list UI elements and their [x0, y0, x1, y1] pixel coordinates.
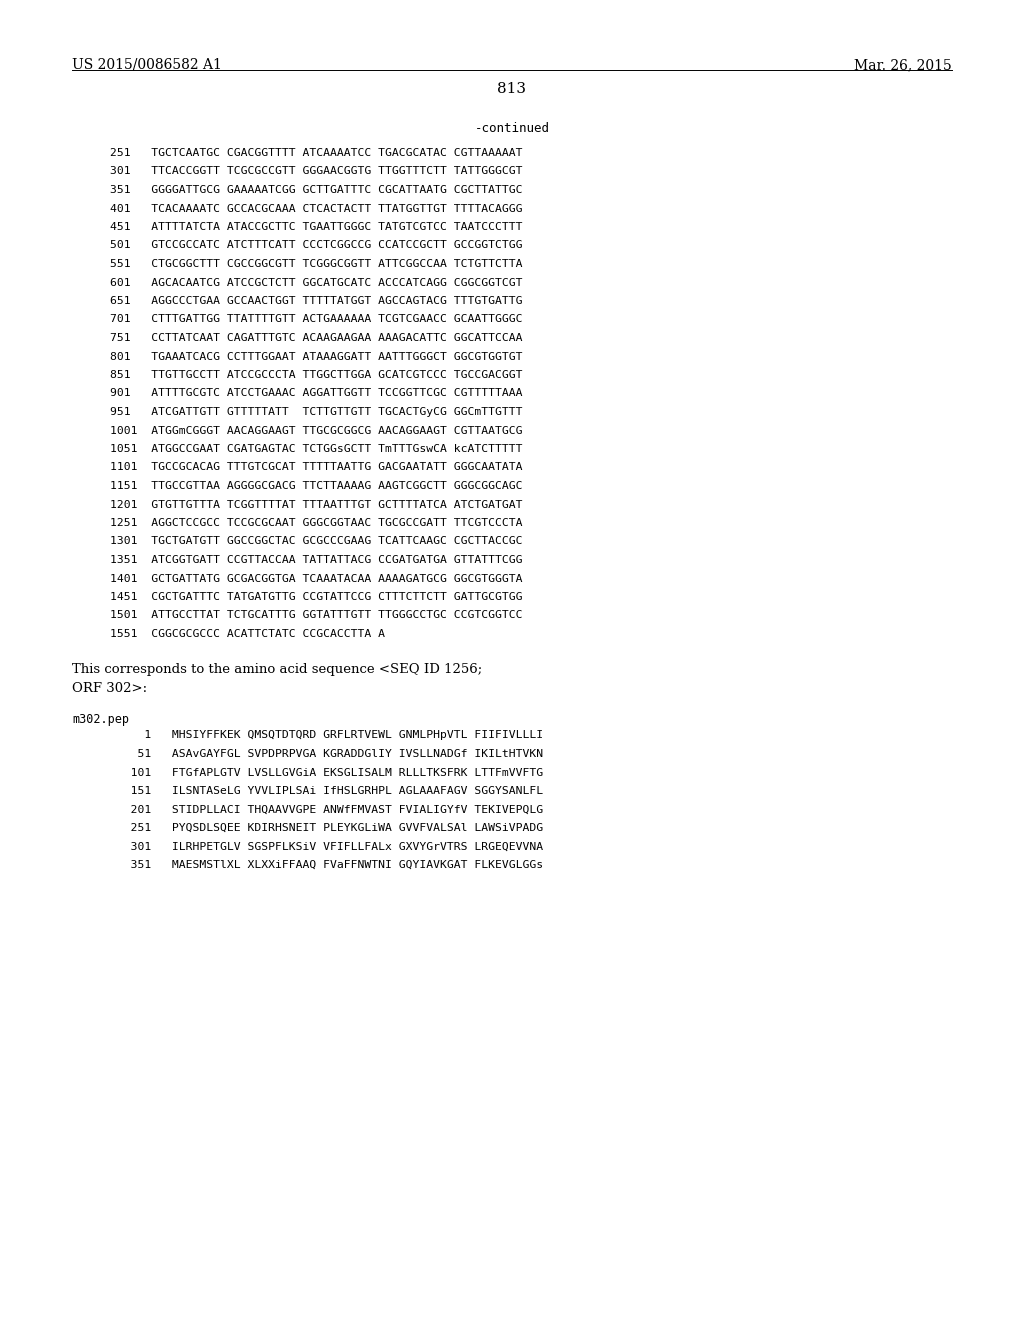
Text: 1001  ATGGmCGGGT AACAGGAAGT TTGCGCGGCG AACAGGAAGT CGTTAATGCG: 1001 ATGGmCGGGT AACAGGAAGT TTGCGCGGCG AA…	[110, 425, 522, 436]
Text: 1501  ATTGCCTTAT TCTGCATTTG GGTATTTGTT TTGGGCCTGC CCGTCGGTCC: 1501 ATTGCCTTAT TCTGCATTTG GGTATTTGTT TT…	[110, 610, 522, 620]
Text: 801   TGAAATCACG CCTTTGGAAT ATAAAGGATT AATTTGGGCT GGCGTGGTGT: 801 TGAAATCACG CCTTTGGAAT ATAAAGGATT AAT…	[110, 351, 522, 362]
Text: 701   CTTTGATTGG TTATTTTGTT ACTGAAAAAA TCGTCGAACC GCAATTGGGC: 701 CTTTGATTGG TTATTTTGTT ACTGAAAAAA TCG…	[110, 314, 522, 325]
Text: 301   TTCACCGGTT TCGCGCCGTT GGGAACGGTG TTGGTTTCTT TATTGGGCGT: 301 TTCACCGGTT TCGCGCCGTT GGGAACGGTG TTG…	[110, 166, 522, 177]
Text: 601   AGCACAATCG ATCCGCTCTT GGCATGCATC ACCCATCAGG CGGCGGTCGT: 601 AGCACAATCG ATCCGCTCTT GGCATGCATC ACC…	[110, 277, 522, 288]
Text: Mar. 26, 2015: Mar. 26, 2015	[854, 58, 952, 73]
Text: 951   ATCGATTGTT GTTTTTATT  TCTTGTTGTT TGCACTGyCG GGCmTTGTTT: 951 ATCGATTGTT GTTTTTATT TCTTGTTGTT TGCA…	[110, 407, 522, 417]
Text: 1151  TTGCCGTTAA AGGGGCGACG TTCTTAAAAG AAGTCGGCTT GGGCGGCAGC: 1151 TTGCCGTTAA AGGGGCGACG TTCTTAAAAG AA…	[110, 480, 522, 491]
Text: 1551  CGGCGCGCCC ACATTCTATC CCGCACCTTA A: 1551 CGGCGCGCCC ACATTCTATC CCGCACCTTA A	[110, 630, 385, 639]
Text: 251   TGCTCAATGC CGACGGTTTT ATCAAAATCC TGACGCATAC CGTTAAAAAT: 251 TGCTCAATGC CGACGGTTTT ATCAAAATCC TGA…	[110, 148, 522, 158]
Text: 151   ILSNTASeLG YVVLIPLSAi IfHSLGRHPL AGLAAAFAGV SGGYSANLFL: 151 ILSNTASeLG YVVLIPLSAi IfHSLGRHPL AGL…	[110, 785, 543, 796]
Text: 551   CTGCGGCTTT CGCCGGCGTT TCGGGCGGTT ATTCGGCCAA TCTGTTCTTA: 551 CTGCGGCTTT CGCCGGCGTT TCGGGCGGTT ATT…	[110, 259, 522, 269]
Text: 1351  ATCGGTGATT CCGTTACCAA TATTATTACG CCGATGATGA GTTATTTCGG: 1351 ATCGGTGATT CCGTTACCAA TATTATTACG CC…	[110, 554, 522, 565]
Text: This corresponds to the amino acid sequence <SEQ ID 1256;: This corresponds to the amino acid seque…	[72, 664, 482, 676]
Text: 401   TCACAAAATC GCCACGCAAA CTCACTACTT TTATGGTTGT TTTTACAGGG: 401 TCACAAAATC GCCACGCAAA CTCACTACTT TTA…	[110, 203, 522, 214]
Text: 501   GTCCGCCATC ATCTTTCATT CCCTCGGCCG CCATCCGCTT GCCGGTCTGG: 501 GTCCGCCATC ATCTTTCATT CCCTCGGCCG CCA…	[110, 240, 522, 251]
Text: -continued: -continued	[474, 121, 550, 135]
Text: 101   FTGfAPLGTV LVSLLGVGiA EKSGLISALM RLLLTKSFRK LTTFmVVFTG: 101 FTGfAPLGTV LVSLLGVGiA EKSGLISALM RLL…	[110, 767, 543, 777]
Text: 51   ASAvGAYFGL SVPDPRPVGA KGRADDGlIY IVSLLNADGf IKILtHTVKN: 51 ASAvGAYFGL SVPDPRPVGA KGRADDGlIY IVSL…	[110, 748, 543, 759]
Text: 751   CCTTATCAAT CAGATTTGTC ACAAGAAGAA AAAGACATTC GGCATTCCAA: 751 CCTTATCAAT CAGATTTGTC ACAAGAAGAA AAA…	[110, 333, 522, 343]
Text: 1201  GTGTTGTTTA TCGGTTTTAT TTTAATTTGT GCTTTTATCA ATCTGATGAT: 1201 GTGTTGTTTA TCGGTTTTAT TTTAATTTGT GC…	[110, 499, 522, 510]
Text: 813: 813	[498, 82, 526, 96]
Text: 1251  AGGCTCCGCC TCCGCGCAAT GGGCGGTAAC TGCGCCGATT TTCGTCCCTA: 1251 AGGCTCCGCC TCCGCGCAAT GGGCGGTAAC TG…	[110, 517, 522, 528]
Text: 251   PYQSDLSQEE KDIRHSNEIT PLEYKGLiWA GVVFVALSAl LAWSiVPADG: 251 PYQSDLSQEE KDIRHSNEIT PLEYKGLiWA GVV…	[110, 822, 543, 833]
Text: 451   ATTTTATCTA ATACCGCTTC TGAATTGGGC TATGTCGTCC TAATCCCTTT: 451 ATTTTATCTA ATACCGCTTC TGAATTGGGC TAT…	[110, 222, 522, 232]
Text: 1101  TGCCGCACAG TTTGTCGCAT TTTTTAATTG GACGAATATT GGGCAATATA: 1101 TGCCGCACAG TTTGTCGCAT TTTTTAATTG GA…	[110, 462, 522, 473]
Text: 851   TTGTTGCCTT ATCCGCCCTA TTGGCTTGGA GCATCGTCCC TGCCGACGGT: 851 TTGTTGCCTT ATCCGCCCTA TTGGCTTGGA GCA…	[110, 370, 522, 380]
Text: 651   AGGCCCTGAA GCCAACTGGT TTTTTATGGT AGCCAGTACG TTTGTGATTG: 651 AGGCCCTGAA GCCAACTGGT TTTTTATGGT AGC…	[110, 296, 522, 306]
Text: US 2015/0086582 A1: US 2015/0086582 A1	[72, 58, 222, 73]
Text: 1301  TGCTGATGTT GGCCGGCTAC GCGCCCGAAG TCATTCAAGC CGCTTACCGC: 1301 TGCTGATGTT GGCCGGCTAC GCGCCCGAAG TC…	[110, 536, 522, 546]
Text: 901   ATTTTGCGTC ATCCTGAAAC AGGATTGGTT TCCGGTTCGC CGTTTTTAAA: 901 ATTTTGCGTC ATCCTGAAAC AGGATTGGTT TCC…	[110, 388, 522, 399]
Text: 1451  CGCTGATTTC TATGATGTTG CCGTATTCCG CTTTCTTCTT GATTGCGTGG: 1451 CGCTGATTTC TATGATGTTG CCGTATTCCG CT…	[110, 591, 522, 602]
Text: ORF 302>:: ORF 302>:	[72, 682, 147, 696]
Text: 1051  ATGGCCGAAT CGATGAGTAC TCTGGsGCTT TmTTTGswCA kcATCTTTTT: 1051 ATGGCCGAAT CGATGAGTAC TCTGGsGCTT Tm…	[110, 444, 522, 454]
Text: 201   STIDPLLACI THQAAVVGPE ANWfFMVAST FVIALIGYfV TEKIVEPQLG: 201 STIDPLLACI THQAAVVGPE ANWfFMVAST FVI…	[110, 804, 543, 814]
Text: 1   MHSIYFFKEK QMSQTDTQRD GRFLRTVEWL GNMLPHpVTL FIIFIVLLLI: 1 MHSIYFFKEK QMSQTDTQRD GRFLRTVEWL GNMLP…	[110, 730, 543, 741]
Text: 301   ILRHPETGLV SGSPFLKSiV VFIFLLFALx GXVYGrVTRS LRGEQEVVNA: 301 ILRHPETGLV SGSPFLKSiV VFIFLLFALx GXV…	[110, 842, 543, 851]
Text: 351   MAESMSTlXL XLXXiFFAAQ FVaFFNWTNI GQYIAVKGAT FLKEVGLGGs: 351 MAESMSTlXL XLXXiFFAAQ FVaFFNWTNI GQY…	[110, 861, 543, 870]
Text: m302.pep: m302.pep	[72, 713, 129, 726]
Text: 351   GGGGATTGCG GAAAAATCGG GCTTGATTTC CGCATTAATG CGCTTATTGC: 351 GGGGATTGCG GAAAAATCGG GCTTGATTTC CGC…	[110, 185, 522, 195]
Text: 1401  GCTGATTATG GCGACGGTGA TCAAATACAA AAAAGATGCG GGCGTGGGTA: 1401 GCTGATTATG GCGACGGTGA TCAAATACAA AA…	[110, 573, 522, 583]
